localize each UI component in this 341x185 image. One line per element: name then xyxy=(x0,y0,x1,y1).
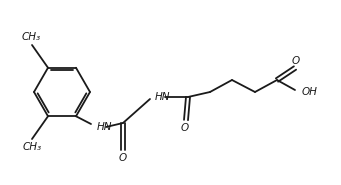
Text: HN: HN xyxy=(155,92,170,102)
Text: HN: HN xyxy=(97,122,113,132)
Text: O: O xyxy=(119,153,127,163)
Text: O: O xyxy=(181,123,189,133)
Text: CH₃: CH₃ xyxy=(21,32,41,42)
Text: OH: OH xyxy=(302,87,318,97)
Text: O: O xyxy=(292,56,300,66)
Text: CH₃: CH₃ xyxy=(23,142,42,152)
